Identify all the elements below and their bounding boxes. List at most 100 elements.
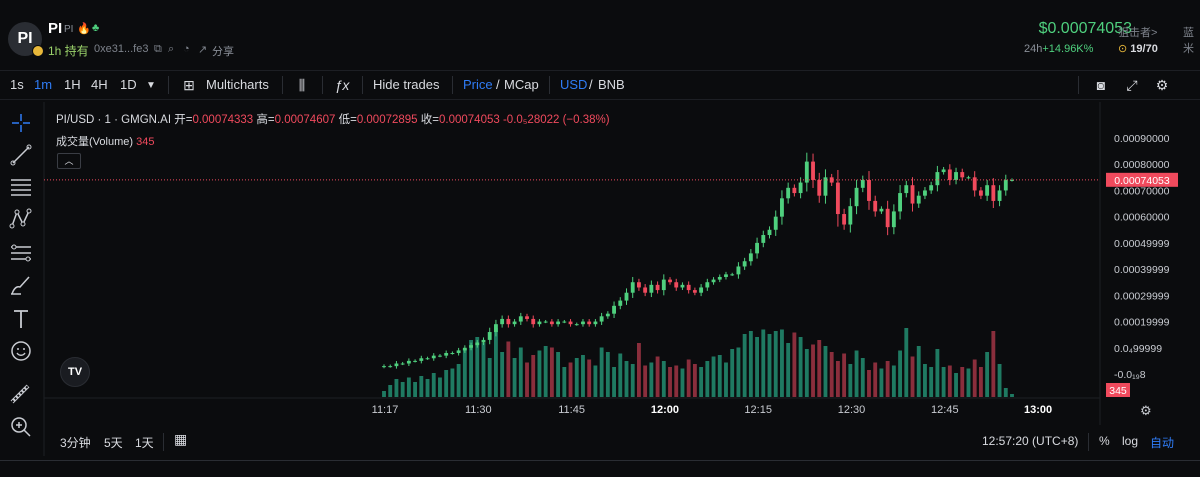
- tradingview-logo[interactable]: TV: [60, 357, 90, 387]
- volume-bar: [748, 331, 753, 397]
- price-toggle[interactable]: Price: [463, 77, 493, 92]
- interval-dropdown-icon[interactable]: ▼: [146, 80, 156, 91]
- candle-body: [1010, 179, 1014, 181]
- volume-bar: [581, 355, 585, 397]
- candle-type-icon[interactable]: ⫼: [298, 77, 306, 93]
- volume-bar: [469, 340, 473, 397]
- chart-toolbar: 1s 1m 1H 4H 1D ▼ ⊞ Multicharts ⫼ ƒx Hide…: [0, 70, 1200, 100]
- range-3m-button[interactable]: 3分钟: [60, 436, 91, 450]
- channel-icon[interactable]: [8, 240, 34, 266]
- open-value: 0.00074333: [192, 114, 254, 126]
- candle-body: [599, 316, 604, 322]
- candle-body: [394, 363, 399, 367]
- multicharts-icon[interactable]: ⊞: [183, 77, 195, 93]
- usd-toggle[interactable]: USD: [560, 77, 588, 92]
- trendline-icon[interactable]: [8, 142, 34, 168]
- volume-bar: [487, 358, 492, 397]
- bottom-divider: [1088, 433, 1089, 451]
- y-tick-label: 0.00080000: [1114, 159, 1170, 171]
- percent-toggle[interactable]: %: [1099, 434, 1110, 448]
- search-icon[interactable]: ⌕: [168, 43, 175, 55]
- interval-1d[interactable]: 1D: [120, 77, 137, 92]
- fib-lines-icon[interactable]: [8, 174, 34, 200]
- interval-4h[interactable]: 4H: [91, 77, 108, 92]
- indicators-icon[interactable]: ƒx: [334, 77, 350, 93]
- avatar-badge-icon: [32, 45, 44, 57]
- ohlc-legend: PI/USD · 1 · GMGN.AI 开=0.00074333 高=0.00…: [56, 111, 610, 127]
- emoji-icon[interactable]: [8, 338, 34, 364]
- interval-1m[interactable]: 1m: [34, 77, 53, 92]
- candle-body: [717, 276, 722, 280]
- volume-bar: [966, 368, 971, 397]
- text-tool-icon[interactable]: [8, 306, 34, 332]
- volume-bar: [593, 365, 598, 397]
- range-5d-button[interactable]: 5天: [104, 436, 123, 450]
- volume-bar: [394, 379, 399, 397]
- log-toggle[interactable]: log: [1122, 434, 1139, 448]
- candle-body: [755, 242, 759, 254]
- candle-body: [419, 358, 424, 361]
- auto-toggle[interactable]: 自动: [1150, 436, 1175, 450]
- candle-body: [556, 321, 561, 325]
- contract-address[interactable]: 0xe31...fe3: [94, 43, 149, 55]
- candle-body: [487, 332, 492, 340]
- chart-icon[interactable]: ◔: [183, 43, 190, 55]
- camera-icon[interactable]: ◙: [1096, 77, 1106, 93]
- volume-bar: [978, 367, 983, 397]
- volume-bar: [867, 370, 871, 397]
- interval-1s[interactable]: 1s: [10, 77, 24, 92]
- share-button[interactable]: 分享: [212, 46, 234, 58]
- ruler-icon[interactable]: [8, 382, 34, 408]
- sniper-link[interactable]: 狙击者>: [1118, 27, 1158, 39]
- candle-body: [481, 339, 486, 343]
- bnb-toggle[interactable]: BNB: [598, 77, 625, 92]
- candle-body: [643, 287, 648, 293]
- current-volume-tag-label: 345: [1109, 385, 1127, 397]
- y-tick-label: 0.00019999: [1114, 317, 1170, 329]
- pattern-icon[interactable]: [8, 206, 34, 232]
- candle-body: [438, 355, 442, 357]
- zoom-in-icon[interactable]: [8, 414, 34, 440]
- candle-body: [649, 284, 654, 293]
- candle-body: [978, 190, 983, 196]
- interval-1h[interactable]: 1H: [64, 77, 81, 92]
- settings-gear-icon[interactable]: ⚙: [1155, 77, 1169, 93]
- volume-bar: [873, 362, 878, 397]
- brush-icon[interactable]: [8, 272, 34, 298]
- calendar-icon[interactable]: ▦: [174, 431, 188, 447]
- current-price-tag-label: 0.00074053: [1114, 175, 1170, 187]
- high-value: 0.00074607: [274, 114, 336, 126]
- volume-bar: [811, 344, 815, 397]
- volume-bar: [1003, 388, 1008, 397]
- avatar[interactable]: PI: [8, 22, 44, 57]
- volume-bar: [643, 365, 648, 397]
- volume-bar: [419, 376, 424, 397]
- volume-bar: [699, 367, 704, 397]
- candle-body: [985, 185, 990, 196]
- candle-body: [823, 177, 828, 196]
- candle-body: [637, 282, 641, 288]
- collapse-legend-button[interactable]: ︿: [57, 153, 81, 169]
- volume-bar: [705, 361, 710, 397]
- bluechip-link[interactable]: 蓝米: [1183, 27, 1194, 55]
- volume-bar: [991, 331, 996, 397]
- candle-body: [817, 179, 822, 196]
- range-1d-button[interactable]: 1天: [135, 436, 154, 450]
- volume-bar: [879, 368, 884, 397]
- hide-trades-button[interactable]: Hide trades: [373, 77, 440, 92]
- share-icon[interactable]: ↗: [198, 44, 208, 56]
- candle-body: [761, 235, 766, 243]
- clock-label[interactable]: 12:57:20 (UTC+8): [982, 434, 1079, 448]
- fullscreen-icon[interactable]: ⤢: [1126, 77, 1138, 93]
- volume-bar: [562, 367, 567, 397]
- crosshair-icon[interactable]: [8, 110, 34, 136]
- candle-body: [898, 193, 903, 212]
- mcap-toggle[interactable]: MCap: [504, 77, 539, 92]
- copy-icon[interactable]: ⧉: [154, 43, 162, 55]
- candle-body: [444, 353, 449, 356]
- candle-body: [724, 274, 728, 277]
- x-tick-label: 12:30: [838, 404, 866, 416]
- multicharts-button[interactable]: Multicharts: [206, 77, 269, 92]
- volume-bar: [637, 343, 641, 397]
